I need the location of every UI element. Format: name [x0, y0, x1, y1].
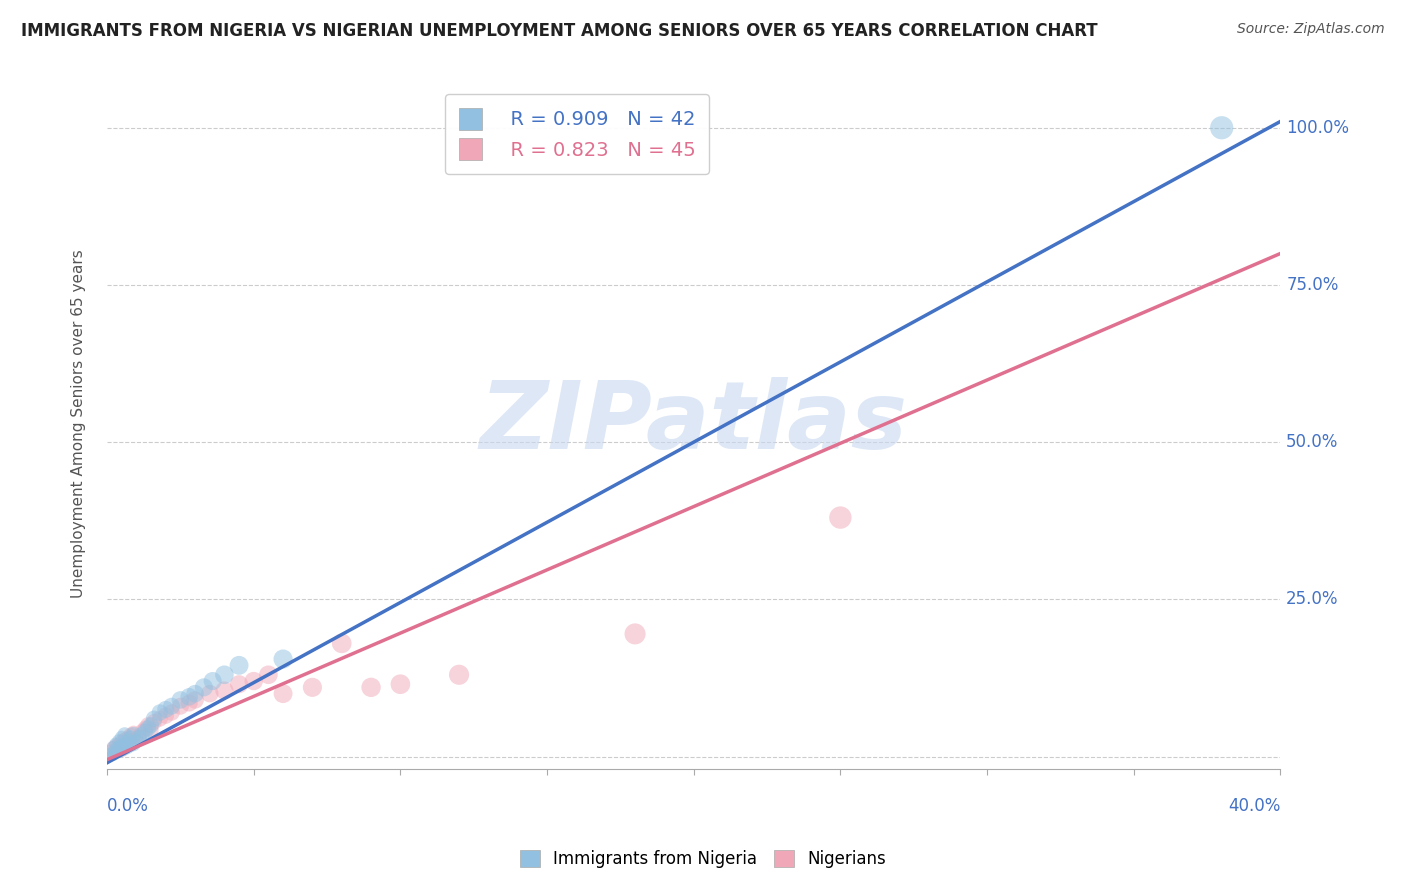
Point — [125, 733, 148, 747]
Text: 0.0%: 0.0% — [107, 797, 149, 814]
Point — [120, 736, 142, 750]
Point — [104, 742, 127, 756]
Text: Source: ZipAtlas.com: Source: ZipAtlas.com — [1237, 22, 1385, 37]
Point — [228, 677, 250, 691]
Point — [160, 699, 183, 714]
Point — [114, 727, 136, 741]
Point — [114, 738, 136, 752]
Point — [179, 696, 201, 710]
Point — [101, 744, 124, 758]
Text: 75.0%: 75.0% — [1286, 276, 1339, 294]
Point — [104, 738, 127, 752]
Point — [149, 706, 172, 720]
Point — [169, 699, 191, 714]
Point — [111, 738, 134, 752]
Point — [120, 738, 142, 752]
Point — [214, 683, 236, 698]
Y-axis label: Unemployment Among Seniors over 65 years: Unemployment Among Seniors over 65 years — [72, 249, 86, 598]
Point — [136, 721, 159, 735]
Point — [184, 693, 207, 707]
Point — [134, 721, 156, 735]
Point — [120, 731, 142, 745]
Point — [122, 725, 145, 739]
Point — [198, 687, 221, 701]
Point — [271, 687, 294, 701]
Point — [155, 702, 177, 716]
Point — [128, 730, 150, 744]
Point — [179, 690, 201, 704]
Text: 50.0%: 50.0% — [1286, 434, 1339, 451]
Point — [271, 652, 294, 666]
Point — [389, 677, 412, 691]
Point — [139, 718, 162, 732]
Point — [830, 510, 852, 524]
Point — [98, 749, 121, 764]
Point — [134, 724, 156, 739]
Point — [117, 731, 139, 745]
Point — [98, 743, 121, 757]
Point — [101, 747, 124, 761]
Point — [449, 667, 471, 681]
Point — [1211, 120, 1233, 135]
Point — [111, 740, 134, 755]
Point — [149, 712, 172, 726]
Point — [122, 737, 145, 751]
Point — [98, 747, 121, 761]
Point — [169, 693, 191, 707]
Legend: Immigrants from Nigeria, Nigerians: Immigrants from Nigeria, Nigerians — [513, 843, 893, 875]
Point — [122, 727, 145, 741]
Point — [228, 658, 250, 673]
Point — [111, 743, 134, 757]
Point — [111, 731, 134, 745]
Point — [184, 687, 207, 701]
Point — [104, 744, 127, 758]
Point — [107, 742, 129, 756]
Point — [160, 706, 183, 720]
Point — [143, 714, 166, 729]
Point — [143, 712, 166, 726]
Point — [201, 674, 224, 689]
Point — [111, 733, 134, 747]
Point — [360, 681, 382, 695]
Point — [624, 627, 647, 641]
Point — [117, 733, 139, 747]
Point — [107, 737, 129, 751]
Text: 100.0%: 100.0% — [1286, 119, 1350, 136]
Point — [104, 747, 127, 761]
Point — [98, 749, 121, 764]
Point — [242, 674, 264, 689]
Point — [125, 731, 148, 746]
Point — [114, 742, 136, 756]
Point — [107, 740, 129, 755]
Point — [155, 708, 177, 723]
Point — [136, 718, 159, 732]
Point — [101, 740, 124, 755]
Point — [301, 681, 323, 695]
Text: IMMIGRANTS FROM NIGERIA VS NIGERIAN UNEMPLOYMENT AMONG SENIORS OVER 65 YEARS COR: IMMIGRANTS FROM NIGERIA VS NIGERIAN UNEM… — [21, 22, 1098, 40]
Point — [131, 724, 153, 739]
Text: 40.0%: 40.0% — [1227, 797, 1281, 814]
Point — [117, 737, 139, 751]
Point — [257, 667, 280, 681]
Point — [114, 731, 136, 746]
Point — [330, 636, 353, 650]
Point — [101, 748, 124, 763]
Point — [120, 727, 142, 741]
Point — [214, 667, 236, 681]
Point — [111, 743, 134, 757]
Point — [107, 733, 129, 747]
Point — [101, 740, 124, 755]
Point — [104, 737, 127, 751]
Point — [131, 727, 153, 741]
Point — [107, 744, 129, 758]
Text: 25.0%: 25.0% — [1286, 591, 1339, 608]
Point — [117, 740, 139, 755]
Legend:   R = 0.909   N = 42,   R = 0.823   N = 45: R = 0.909 N = 42, R = 0.823 N = 45 — [446, 94, 709, 174]
Point — [128, 731, 150, 745]
Point — [193, 681, 215, 695]
Point — [122, 733, 145, 747]
Point — [139, 723, 162, 738]
Point — [114, 737, 136, 751]
Text: ZIPatlas: ZIPatlas — [479, 377, 908, 469]
